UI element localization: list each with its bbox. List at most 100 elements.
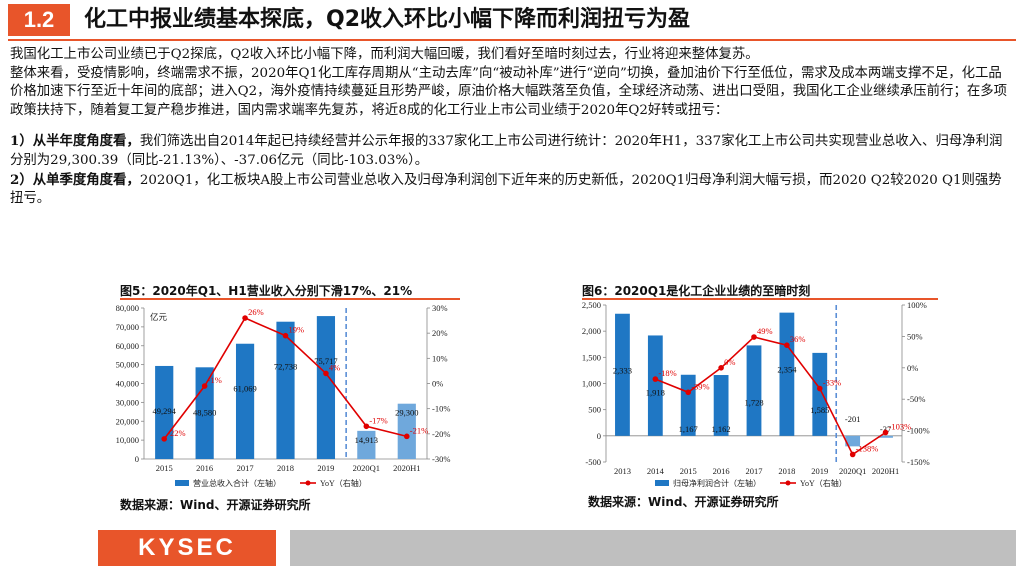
right-tick-label: 30% (432, 303, 448, 313)
yoy-point (816, 385, 823, 392)
bar-data-label: 75,717 (314, 356, 337, 366)
unit-label: 亿元 (150, 312, 168, 322)
half-year-text: 我们筛选出自2014年起已持续经营并公示年报的337家化工上市公司进行统计：20… (10, 134, 1003, 168)
yoy-data-label: 0% (724, 357, 735, 367)
figure5-source: 数据来源：Wind、开源证券研究所 (120, 498, 311, 512)
slide-title: 化工中报业绩基本探底，Q2收入环比小幅下降而利润扭亏为盈 (84, 7, 691, 32)
bar-data-label: 61,069 (233, 384, 256, 394)
paragraph-quarter: 2）从单季度角度看，2020Q1，化工板块A股上市公司营业总收入及归母净利润创下… (10, 171, 1015, 209)
yoy-point (784, 342, 790, 348)
right-tick-label: -10% (432, 404, 450, 414)
right-tick-label: 10% (432, 353, 448, 363)
left-tick-label: 40,000 (116, 379, 139, 389)
yoy-data-label: -103% (889, 421, 912, 431)
yoy-point (242, 315, 248, 321)
right-tick-label: 20% (432, 328, 448, 338)
left-tick-label: 1,500 (582, 352, 601, 362)
bar (713, 375, 729, 436)
left-tick-label: -500 (585, 457, 601, 467)
bar-data-label: 2,354 (777, 365, 797, 375)
yoy-point (403, 433, 410, 440)
figure6-title: 图6：2020Q1是化工企业业绩的至暗时刻 (582, 284, 811, 298)
bar (746, 345, 762, 436)
yoy-data-label: 19% (289, 325, 305, 335)
x-tick-label: 2016 (196, 463, 213, 473)
yoy-data-label: -22% (167, 428, 185, 438)
bar (235, 343, 255, 459)
yoy-data-label: -1% (208, 375, 222, 385)
yoy-point (363, 423, 370, 430)
yoy-data-label: -21% (410, 425, 428, 435)
bar (779, 312, 795, 436)
figure5-chart: 0 10,000 20,000 30,000 40,000 50,000 60,000 70,… (116, 303, 451, 488)
x-tick-label: 2013 (614, 466, 631, 476)
right-tick-label: 100% (907, 300, 927, 310)
legend-bar-label: 营业总收入合计（左轴） (193, 478, 281, 488)
yoy-point (849, 451, 856, 458)
bar-data-label: 2,333 (613, 366, 632, 376)
paragraph-overview: 整体来看，受疫情影响，终端需求不振，2020年Q1化工库存周期从“主动去库”向“… (10, 65, 1008, 118)
left-tick-label: 0 (597, 431, 601, 441)
bar (878, 435, 893, 438)
section-number: 1.2 (8, 4, 70, 36)
x-tick-label: 2020H1 (393, 463, 420, 473)
bar (276, 321, 295, 459)
right-tick-label: -150% (907, 457, 930, 467)
figure6-source: 数据来源：Wind、开源证券研究所 (588, 495, 779, 509)
left-tick-label: 60,000 (116, 341, 139, 351)
bar-data-label: -201 (845, 414, 861, 424)
title-divider (8, 39, 1016, 41)
paragraph-summary: 我国化工上市公司业绩已于Q2探底，Q2收入环比小幅下降，而利润大幅回暖，我们看好… (10, 47, 759, 62)
x-tick-label: 2018 (277, 463, 294, 473)
legend-line-label: YoY（右轴） (800, 478, 847, 488)
x-tick-label: 2020Q1 (839, 466, 866, 476)
x-tick-label: 2019 (317, 463, 334, 473)
bar (155, 365, 174, 459)
left-tick-label: 30,000 (116, 397, 139, 407)
yoy-data-label: -39% (691, 381, 709, 391)
yoy-point (882, 429, 889, 436)
yoy-data-label: 36% (790, 334, 806, 344)
yoy-data-label: -138% (856, 443, 879, 453)
bar (845, 435, 861, 447)
x-tick-label: 2017 (237, 463, 254, 473)
bar-data-label: 1,918 (646, 387, 665, 397)
yoy-point (201, 383, 208, 389)
bar-data-label: 14,913 (355, 435, 378, 445)
right-tick-label: -30% (432, 454, 450, 464)
footer: KYSEC (0, 530, 1024, 568)
left-tick-label: 20,000 (116, 416, 139, 426)
bar-data-label: 49,294 (153, 406, 177, 416)
yoy-line (655, 336, 887, 456)
figure5-divider (120, 298, 460, 300)
bar-data-label: 1,167 (679, 424, 698, 434)
yoy-point (685, 389, 692, 396)
yoy-point (652, 376, 659, 382)
legend-bar-swatch (655, 480, 669, 486)
x-tick-label: 2015 (680, 466, 697, 476)
bar (397, 403, 416, 459)
yoy-point (323, 370, 329, 377)
legend-line-marker (785, 480, 791, 486)
slide-header: 1.2 化工中报业绩基本探底，Q2收入环比小幅下降而利润扭亏为盈 (0, 0, 1024, 41)
kysec-logo: KYSEC (138, 534, 236, 561)
bar-data-label: 1,728 (744, 397, 763, 407)
x-tick-label: 2020H1 (872, 466, 899, 476)
quarter-text: 2020Q1，化工板块A股上市公司营业总收入及归母净利润创下近年来的历史新低，2… (10, 172, 1002, 207)
yoy-point (751, 334, 757, 340)
yoy-data-label: 26% (248, 307, 264, 317)
yoy-data-label: 49% (757, 326, 773, 336)
x-tick-label: 2017 (746, 466, 763, 476)
yoy-data-label: -18% (658, 368, 676, 378)
bar-data-label: 1,585 (810, 405, 829, 415)
left-tick-label: 0 (135, 454, 139, 464)
x-tick-label: 2019 (811, 466, 828, 476)
bar-data-label: 29,300 (395, 408, 418, 418)
paragraph-half-year: 1）从半年度角度看，我们筛选出自2014年起已持续经营并公示年报的337家化工上… (10, 132, 1015, 170)
body-text: 我国化工上市公司业绩已于Q2探底，Q2收入环比小幅下降，而利润大幅回暖，我们看好… (10, 46, 1015, 209)
figure6-divider (582, 298, 938, 300)
legend-bar-label: 归母净利润合计（左轴） (673, 478, 761, 488)
right-tick-label: 50% (907, 331, 923, 341)
left-tick-label: 500 (588, 405, 601, 415)
left-tick-label: 50,000 (116, 360, 139, 370)
